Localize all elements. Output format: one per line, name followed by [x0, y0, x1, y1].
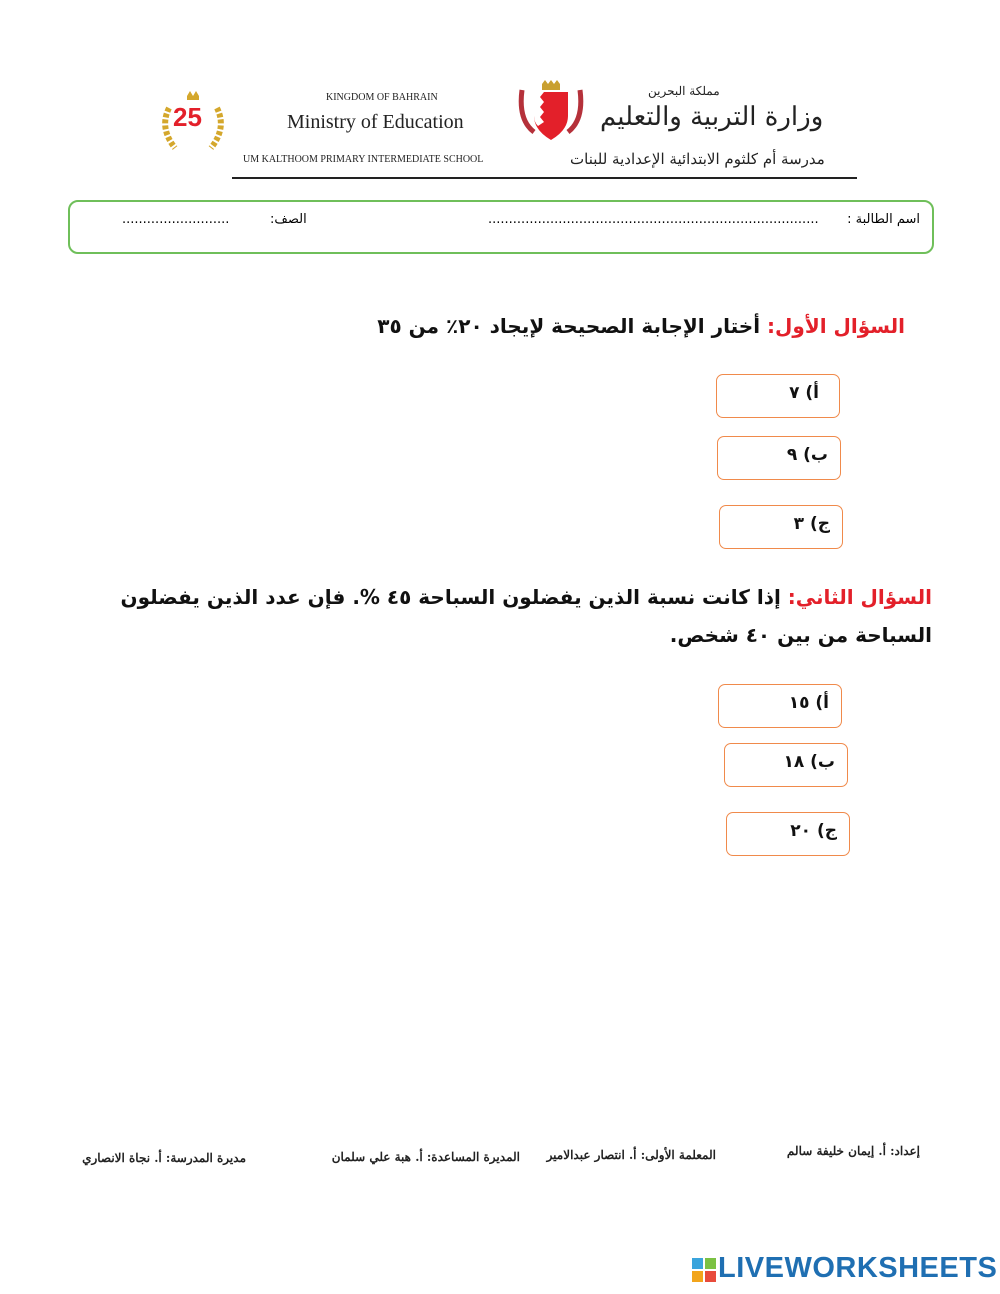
anniversary-logo: 25: [155, 88, 231, 164]
kingdom-en: KINGDOM OF BAHRAIN: [326, 92, 438, 103]
footer-prepared-by: إعداد: أ. إيمان خليفة سالم: [786, 1144, 920, 1158]
student-name-label: اسم الطالبة :: [847, 212, 920, 227]
footer-assistant-principal: المديرة المساعدة: أ. هبة علي سلمان: [331, 1150, 520, 1164]
liveworksheets-brand[interactable]: LIVEWORKSHEETS: [718, 1252, 998, 1284]
bahrain-coat-of-arms: [518, 80, 584, 142]
question-2-option-a[interactable]: أ) ١٥: [718, 684, 842, 728]
badge-number: 25: [173, 102, 202, 132]
question-2-label: السؤال الثاني:: [787, 585, 932, 609]
question-1-option-a[interactable]: أ) ٧: [716, 374, 840, 418]
question-1-option-c[interactable]: ج) ٣: [719, 505, 843, 549]
header-divider: [232, 177, 857, 179]
question-1-label: السؤال الأول:: [767, 314, 905, 338]
question-1: السؤال الأول: أختار الإجابة الصحيحة لإيج…: [105, 314, 905, 338]
school-ar: مدرسة أم كلثوم الابتدائية الإعدادية للبن…: [570, 150, 825, 168]
question-2: السؤال الثاني: إذا كانت نسبة الذين يفضلو…: [102, 578, 933, 654]
question-2-option-b[interactable]: ب) ١٨: [724, 743, 848, 787]
student-info-box: [68, 200, 934, 254]
ministry-ar: وزارة التربية والتعليم: [600, 102, 824, 132]
class-label: الصف:: [270, 212, 307, 227]
ministry-en: Ministry of Education: [287, 111, 464, 133]
question-2-option-c[interactable]: ج) ٢٠: [726, 812, 850, 856]
footer-first-teacher: المعلمة الأولى: أ. انتصار عبدالامير: [546, 1148, 716, 1162]
question-1-text: أختار الإجابة الصحيحة لإيجاد ٢٠٪ من ٣٥: [377, 314, 768, 338]
class-field[interactable]: ..........................: [122, 212, 230, 227]
question-1-option-b[interactable]: ب) ٩: [717, 436, 841, 480]
school-en: UM KALTHOOM PRIMARY INTERMEDIATE SCHOOL: [243, 154, 484, 165]
question-2-text: إذا كانت نسبة الذين يفضلون السباحة ٤٥ %.…: [120, 585, 933, 647]
liveworksheets-logo-icon: [692, 1258, 716, 1282]
student-name-field[interactable]: ........................................…: [488, 212, 819, 227]
footer-principal: مديرة المدرسة: أ. نجاة الانصاري: [82, 1151, 246, 1165]
kingdom-ar: مملكة البحرين: [648, 84, 720, 98]
